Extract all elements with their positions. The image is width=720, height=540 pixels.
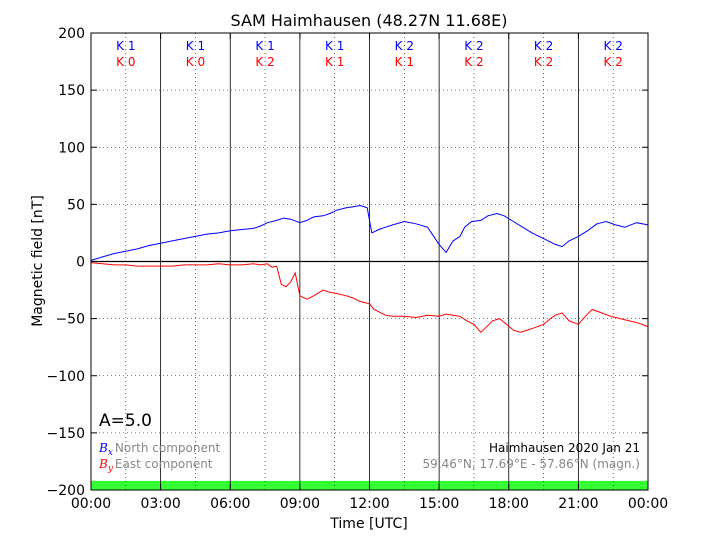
legend-north-symbol: B xyxy=(98,441,108,455)
station-info-coordinates: 59.46°N, 17.69°E - 57.86°N (magn.) xyxy=(423,457,640,471)
chart-title: SAM Haimhausen (48.27N 11.68E) xyxy=(231,11,508,30)
legend-east-symbol: B xyxy=(98,457,108,471)
x-tick-label: 21:00 xyxy=(558,496,598,512)
k-index-north: K 1 xyxy=(186,39,205,53)
k-index-layer: K 1 K 1 K 1 K 1 K 2 K 2 K 2 K 2 K 0 K 0 K 2 K 1 K 1 K… xyxy=(116,39,623,69)
k-index-east: K 1 xyxy=(325,55,344,69)
y-tick-label: −200 xyxy=(47,483,85,499)
k-index-east: K 0 xyxy=(116,55,135,69)
x-tick-label: 00:00 xyxy=(71,496,111,512)
x-tick-label: 09:00 xyxy=(280,496,320,512)
k-index-east: K 2 xyxy=(464,55,483,69)
x-tick-label: 12:00 xyxy=(349,496,389,512)
k-index-east: K 0 xyxy=(186,55,205,69)
legend-east-label: East component xyxy=(115,457,213,471)
y-tick-label: −150 xyxy=(47,426,85,442)
y-tick-label: 100 xyxy=(58,140,85,156)
k-index-east: K 2 xyxy=(255,55,274,69)
k-index-north: K 2 xyxy=(534,39,553,53)
k-index-north: K 1 xyxy=(255,39,274,53)
x-axis-label: Time [UTC] xyxy=(329,516,407,532)
series-north-component-line xyxy=(90,204,649,261)
tick-layer: 00:00 03:00 06:00 09:00 12:00 15:00 18:00 21:00… xyxy=(47,26,669,512)
k-index-north: K 2 xyxy=(464,39,483,53)
y-tick-label: 150 xyxy=(58,83,85,99)
k-index-north: K 2 xyxy=(604,39,623,53)
x-tick-label: 03:00 xyxy=(140,496,180,512)
legend-north-subscript: x xyxy=(108,448,113,458)
x-tick-label: 00:00 xyxy=(628,496,668,512)
y-tick-label: −50 xyxy=(55,312,85,328)
legend-north-label: North component xyxy=(115,441,221,455)
a-index-label: A=5.0 xyxy=(99,411,152,431)
station-info-date: Haimhausen 2020 Jan 21 xyxy=(489,441,640,455)
y-tick-label: 0 xyxy=(76,255,85,271)
y-axis-label: Magnetic field [nT] xyxy=(30,195,46,327)
series-layer xyxy=(90,204,649,334)
x-tick-label: 18:00 xyxy=(489,496,529,512)
y-tick-label: −100 xyxy=(47,369,85,385)
k-index-east: K 2 xyxy=(604,55,623,69)
legend-north: Bx North component xyxy=(98,441,220,458)
k-index-east: K 2 xyxy=(534,55,553,69)
x-tick-label: 06:00 xyxy=(210,496,250,512)
k-index-north: K 1 xyxy=(325,39,344,53)
x-tick-label: 15:00 xyxy=(419,496,459,512)
k-index-north: K 2 xyxy=(395,39,414,53)
k-index-east: K 1 xyxy=(395,55,414,69)
legend-east-subscript: y xyxy=(107,464,114,474)
y-tick-label: 200 xyxy=(58,26,85,42)
y-tick-label: 50 xyxy=(67,197,85,213)
legend: Bx North component By East component xyxy=(98,441,220,474)
legend-east: By East component xyxy=(98,457,213,474)
series-east-component-line xyxy=(90,262,649,334)
k-index-north: K 1 xyxy=(116,39,135,53)
